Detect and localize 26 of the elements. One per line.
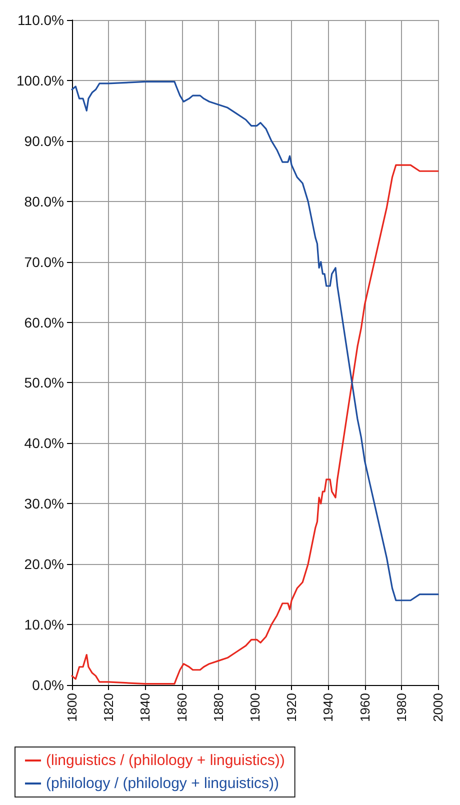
y-tick-label: 90.0% [24,132,64,149]
line-series [71,80,439,602]
x-tick-label: 1940 [320,693,336,722]
y-tick-label: 40.0% [24,435,64,452]
x-tick-label: 1960 [357,693,372,722]
x-tick-label: 1800 [64,693,80,722]
x-tick-label: 1860 [174,693,190,722]
x-tick-label: 2000 [430,693,446,722]
x-tick-label: 1920 [284,693,300,722]
x-tick-label: 1880 [210,693,226,722]
y-tick-label: 30.0% [24,496,64,512]
x-tick-label: 1900 [248,693,262,722]
legend-label: (philology / (philology + linguistics)) [46,775,280,792]
x-tick-label: 1820 [101,693,116,722]
y-tick-label: 60.0% [24,314,64,330]
y-tick-label: 20.0% [24,556,64,572]
y-tick-label: 50.0% [24,374,64,391]
y-tick-label: 0.0% [32,677,64,693]
y-tick-label: 100.0% [16,72,64,88]
y-tick-label: 10.0% [24,616,64,633]
legend-label: (linguistics / (philology + linguistics)) [46,752,285,769]
y-tick-label: 110.0% [18,12,64,28]
y-tick-label: 70.0% [24,254,64,270]
x-tick-label: 1980 [394,693,409,722]
y-tick-label: 80.0% [24,193,64,210]
x-tick-label: 1840 [138,693,153,722]
